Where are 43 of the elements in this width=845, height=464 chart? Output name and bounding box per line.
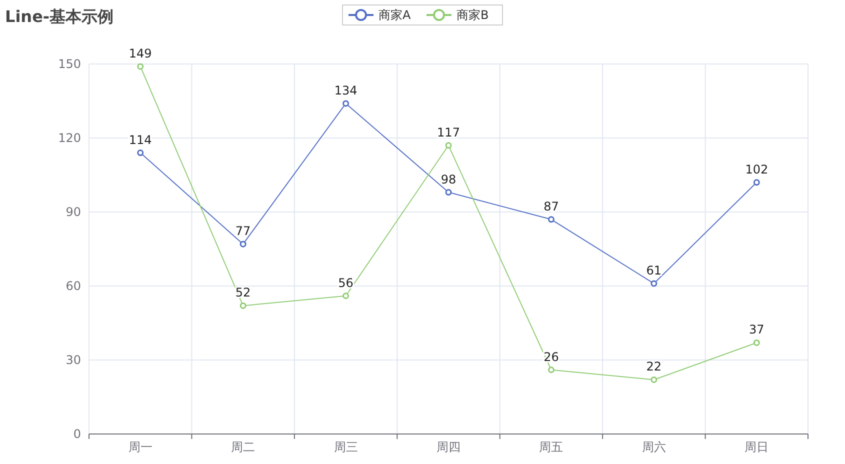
point: [342, 292, 350, 300]
point: [240, 240, 246, 248]
data-label: 22: [646, 360, 662, 374]
data-label: 117: [437, 125, 460, 140]
point: [650, 376, 658, 383]
chart-title: Line-基本示例: [5, 7, 114, 26]
data-label: 61: [646, 264, 662, 278]
y-tick-label: 0: [73, 427, 81, 441]
y-tick-label: 90: [66, 205, 81, 219]
legend-label: 商家B: [456, 8, 489, 22]
data-label: 56: [338, 276, 354, 290]
y-tick-label: 120: [58, 131, 81, 145]
point: [548, 216, 554, 223]
point: [240, 302, 246, 309]
data-label: 98: [440, 172, 456, 186]
point: [445, 142, 452, 149]
x-tick-label: 周六: [642, 440, 666, 454]
x-tick-label: 周五: [539, 440, 564, 454]
data-label: 102: [745, 162, 768, 176]
data-label: 149: [128, 46, 152, 60]
data-label: 26: [544, 350, 559, 364]
legend-label: 商家A: [378, 8, 412, 22]
point: [753, 179, 760, 186]
point: [342, 100, 350, 107]
x-tick-label: 周一: [128, 440, 152, 454]
data-label: 77: [235, 224, 251, 238]
point: [650, 280, 658, 287]
data-label: 87: [544, 199, 559, 214]
x-tick-label: 周四: [436, 440, 460, 454]
x-tick-label: 周二: [231, 440, 256, 454]
point: [753, 339, 760, 346]
x-tick-label: 周日: [744, 440, 769, 454]
y-tick-label: 150: [58, 57, 81, 71]
y-tick-label: 60: [66, 279, 81, 293]
y-tick-label: 30: [66, 353, 81, 367]
point: [137, 150, 144, 156]
point: [137, 63, 144, 70]
point: [548, 366, 554, 374]
x-tick-label: 周三: [334, 440, 358, 454]
point: [445, 189, 452, 196]
data-label: 37: [749, 322, 764, 337]
data-label: 114: [128, 132, 152, 147]
data-label: 134: [334, 83, 358, 98]
